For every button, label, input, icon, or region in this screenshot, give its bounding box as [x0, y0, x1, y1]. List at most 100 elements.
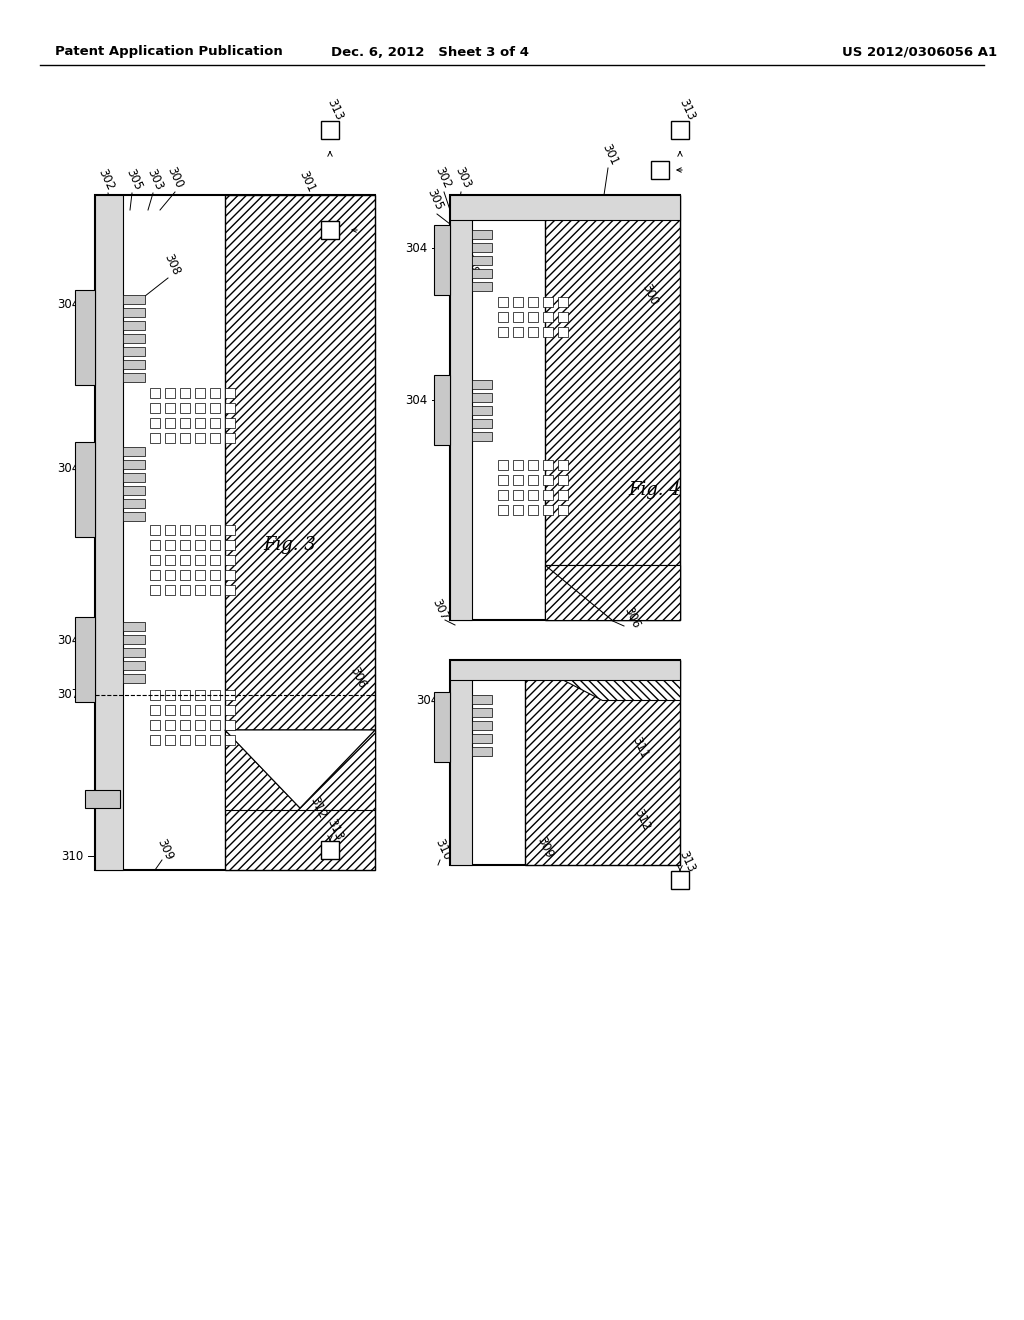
- Text: 307: 307: [429, 597, 451, 623]
- Bar: [150, 388, 160, 399]
- Bar: [75, 616, 95, 702]
- Bar: [180, 570, 190, 579]
- Bar: [165, 388, 175, 399]
- Bar: [472, 243, 492, 252]
- Bar: [321, 841, 339, 859]
- Bar: [434, 375, 450, 445]
- Text: 304: 304: [57, 634, 79, 647]
- Bar: [123, 308, 145, 317]
- Bar: [225, 525, 234, 535]
- Bar: [225, 719, 234, 730]
- Text: 303: 303: [144, 168, 166, 193]
- Bar: [498, 327, 508, 337]
- Bar: [123, 675, 145, 682]
- Bar: [123, 360, 145, 370]
- Bar: [180, 705, 190, 715]
- Bar: [498, 459, 508, 470]
- Bar: [498, 312, 508, 322]
- Bar: [513, 475, 523, 484]
- Text: 306: 306: [347, 665, 369, 690]
- Bar: [150, 433, 160, 444]
- Bar: [180, 525, 190, 535]
- Bar: [558, 459, 568, 470]
- Text: 302: 302: [432, 165, 454, 191]
- Bar: [165, 540, 175, 550]
- Bar: [225, 554, 234, 565]
- Bar: [543, 490, 553, 500]
- Bar: [195, 705, 205, 715]
- Text: 313: 313: [325, 817, 345, 843]
- Bar: [558, 327, 568, 337]
- Bar: [75, 442, 95, 537]
- Bar: [321, 121, 339, 139]
- Text: 311: 311: [630, 735, 650, 760]
- Bar: [165, 433, 175, 444]
- Text: 305: 305: [124, 168, 144, 193]
- Bar: [123, 447, 145, 455]
- Bar: [123, 512, 145, 521]
- Bar: [225, 585, 234, 595]
- Bar: [180, 719, 190, 730]
- Bar: [225, 195, 375, 870]
- Text: 305: 305: [424, 187, 445, 213]
- Bar: [558, 475, 568, 484]
- Bar: [180, 735, 190, 744]
- Bar: [434, 692, 450, 762]
- Text: 304: 304: [404, 242, 427, 255]
- Bar: [150, 525, 160, 535]
- Bar: [95, 195, 123, 870]
- Bar: [150, 719, 160, 730]
- Text: 313: 313: [677, 98, 697, 123]
- Bar: [180, 690, 190, 700]
- Bar: [528, 506, 538, 515]
- Bar: [195, 525, 205, 535]
- Bar: [165, 735, 175, 744]
- Text: 311: 311: [305, 735, 327, 760]
- Bar: [525, 660, 680, 865]
- Bar: [210, 418, 220, 428]
- Bar: [180, 418, 190, 428]
- Polygon shape: [225, 730, 375, 808]
- Bar: [165, 525, 175, 535]
- Bar: [472, 432, 492, 441]
- Bar: [513, 459, 523, 470]
- Bar: [195, 690, 205, 700]
- Bar: [195, 418, 205, 428]
- Bar: [85, 789, 120, 808]
- Bar: [123, 648, 145, 657]
- Bar: [210, 735, 220, 744]
- Bar: [180, 540, 190, 550]
- Bar: [543, 327, 553, 337]
- Bar: [528, 312, 538, 322]
- Bar: [450, 195, 680, 620]
- Bar: [498, 475, 508, 484]
- Bar: [513, 312, 523, 322]
- Bar: [225, 730, 375, 810]
- Bar: [651, 161, 669, 180]
- Bar: [123, 321, 145, 330]
- Bar: [543, 459, 553, 470]
- Polygon shape: [525, 660, 680, 700]
- Bar: [543, 506, 553, 515]
- Text: 302: 302: [95, 168, 117, 193]
- Text: 300: 300: [639, 282, 660, 308]
- Bar: [225, 570, 234, 579]
- Bar: [528, 297, 538, 308]
- Bar: [165, 570, 175, 579]
- Text: 306: 306: [622, 605, 643, 631]
- Bar: [210, 719, 220, 730]
- Text: 301: 301: [599, 143, 621, 168]
- Bar: [165, 719, 175, 730]
- Bar: [513, 490, 523, 500]
- Bar: [180, 554, 190, 565]
- Bar: [210, 705, 220, 715]
- Bar: [195, 554, 205, 565]
- Bar: [123, 622, 145, 631]
- Bar: [558, 506, 568, 515]
- Bar: [195, 735, 205, 744]
- Bar: [450, 195, 680, 220]
- Bar: [225, 540, 234, 550]
- Bar: [671, 871, 689, 888]
- Text: 303: 303: [453, 165, 473, 191]
- Bar: [165, 690, 175, 700]
